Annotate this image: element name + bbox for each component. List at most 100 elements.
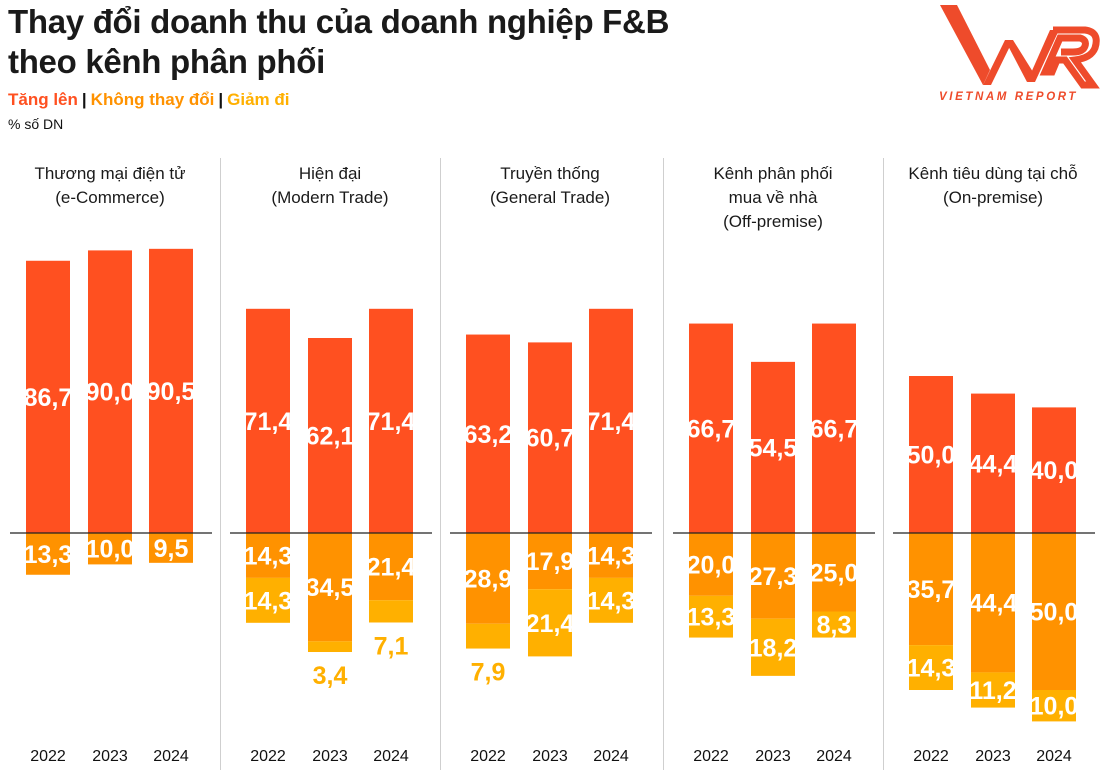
data-label-no-change: 34,5 bbox=[306, 574, 355, 602]
bar-increase bbox=[589, 308, 633, 533]
data-label-no-change: 9,5 bbox=[154, 535, 189, 563]
bar-increase bbox=[751, 361, 795, 533]
data-label-decrease: 14,3 bbox=[907, 655, 956, 683]
bar-increase bbox=[909, 376, 953, 533]
panel-title-line: (Off-premise) bbox=[723, 212, 823, 231]
bar-no-change bbox=[369, 533, 413, 601]
panel-title-line: (e-Commerce) bbox=[55, 188, 165, 207]
legend-increase: Tăng lên bbox=[8, 90, 78, 109]
data-label-increase: 60,7 bbox=[526, 425, 575, 453]
bar-decrease bbox=[369, 600, 413, 623]
x-tick-label: 2023 bbox=[975, 748, 1011, 765]
x-tick-label: 2024 bbox=[1036, 748, 1072, 765]
x-tick-label: 2024 bbox=[373, 748, 409, 765]
bar-no-change bbox=[466, 533, 510, 624]
data-label-increase: 44,4 bbox=[969, 450, 1018, 478]
bar-no-change bbox=[528, 533, 572, 590]
bar-decrease bbox=[909, 645, 953, 690]
bar-increase bbox=[369, 308, 413, 533]
data-label-increase: 54,5 bbox=[749, 434, 798, 462]
bar-decrease bbox=[589, 577, 633, 623]
unit-label: % số DN bbox=[8, 116, 64, 132]
x-tick-label: 2023 bbox=[92, 748, 128, 765]
data-label-decrease: 14,3 bbox=[244, 587, 293, 615]
data-label-increase: 50,0 bbox=[907, 442, 956, 470]
bar-no-change bbox=[812, 533, 856, 612]
data-label-no-change: 50,0 bbox=[1030, 599, 1079, 627]
data-label-increase: 63,2 bbox=[464, 421, 513, 449]
legend-separator: | bbox=[218, 90, 224, 109]
data-label-no-change: 14,3 bbox=[587, 542, 636, 570]
panel-title: Kênh phân phối mua về nhà (Off-premise) bbox=[663, 162, 883, 234]
data-label-increase: 71,4 bbox=[367, 408, 416, 436]
data-label-decrease: 21,4 bbox=[526, 610, 575, 638]
bar-decrease bbox=[1032, 690, 1076, 722]
data-label-decrease: 14,3 bbox=[587, 587, 636, 615]
vnr-logo: VIETNAM REPORT bbox=[939, 5, 1100, 103]
data-label-increase: 90,0 bbox=[86, 379, 135, 407]
x-tick-label: 2022 bbox=[30, 748, 66, 765]
data-label-no-change: 13,3 bbox=[24, 541, 73, 569]
bar-increase bbox=[971, 393, 1015, 533]
x-tick-label: 2024 bbox=[153, 748, 189, 765]
bar-increase bbox=[88, 250, 132, 533]
bar-increase bbox=[812, 323, 856, 533]
data-label-decrease: 3,4 bbox=[313, 662, 348, 690]
bar-decrease bbox=[528, 589, 572, 657]
data-label-no-change: 25,0 bbox=[810, 559, 859, 587]
logo-subtext: VIETNAM REPORT bbox=[939, 91, 1078, 103]
panel-divider bbox=[883, 158, 884, 770]
data-label-no-change: 44,4 bbox=[969, 590, 1018, 618]
x-tick-label: 2024 bbox=[593, 748, 629, 765]
bar-increase bbox=[528, 342, 572, 533]
data-label-no-change: 17,9 bbox=[526, 548, 575, 576]
bar-no-change bbox=[149, 533, 193, 563]
title-line-2: theo kênh phân phối bbox=[8, 43, 325, 80]
x-tick-label: 2023 bbox=[532, 748, 568, 765]
legend: Tăng lên | Không thay đổi | Giảm đi bbox=[8, 90, 290, 110]
bar-no-change bbox=[246, 533, 290, 578]
x-tick-label: 2023 bbox=[755, 748, 791, 765]
panel-divider bbox=[220, 158, 221, 770]
data-label-increase: 90,5 bbox=[147, 378, 196, 406]
data-label-decrease: 13,3 bbox=[687, 604, 736, 632]
panel-title: Truyền thống (General Trade) bbox=[440, 162, 660, 210]
data-label-decrease: 7,1 bbox=[374, 632, 409, 660]
legend-separator: | bbox=[81, 90, 87, 109]
bar-no-change bbox=[88, 533, 132, 565]
panel-title: Thương mại điện tử (e-Commerce) bbox=[0, 162, 220, 210]
panel-title-line: Truyền thống bbox=[500, 164, 600, 183]
panel-title-line: Kênh tiêu dùng tại chỗ bbox=[908, 164, 1078, 183]
panel-title: Kênh tiêu dùng tại chỗ (On-premise) bbox=[883, 162, 1100, 210]
panel-title-line: (General Trade) bbox=[490, 188, 610, 207]
bar-increase bbox=[246, 308, 290, 533]
data-label-decrease: 18,2 bbox=[749, 634, 798, 662]
bar-no-change bbox=[589, 533, 633, 578]
bar-no-change bbox=[1032, 533, 1076, 690]
bar-decrease bbox=[466, 623, 510, 649]
data-label-decrease: 7,9 bbox=[471, 659, 506, 687]
bar-decrease bbox=[689, 595, 733, 638]
bar-increase bbox=[26, 260, 70, 533]
data-label-increase: 62,1 bbox=[306, 423, 355, 451]
panel-title-line: Thương mại điện tử bbox=[34, 164, 186, 183]
panel-title-line: Kênh phân phối bbox=[713, 164, 833, 183]
data-label-no-change: 27,3 bbox=[749, 563, 798, 591]
bar-increase bbox=[466, 334, 510, 533]
bar-increase bbox=[149, 248, 193, 533]
data-label-no-change: 28,9 bbox=[464, 565, 513, 593]
panel-title-line: Hiện đại bbox=[298, 164, 362, 183]
data-label-no-change: 21,4 bbox=[367, 554, 416, 582]
panel-divider bbox=[440, 158, 441, 770]
data-label-increase: 66,7 bbox=[810, 415, 859, 443]
bar-decrease bbox=[971, 672, 1015, 708]
data-label-increase: 71,4 bbox=[587, 408, 636, 436]
panel-title: Hiện đại (Modern Trade) bbox=[220, 162, 440, 210]
x-tick-label: 2022 bbox=[470, 748, 506, 765]
data-label-decrease: 11,2 bbox=[969, 677, 1016, 705]
panel-title-line: mua về nhà bbox=[728, 188, 818, 207]
legend-no-change: Không thay đổi bbox=[90, 90, 215, 109]
bar-decrease bbox=[812, 611, 856, 638]
